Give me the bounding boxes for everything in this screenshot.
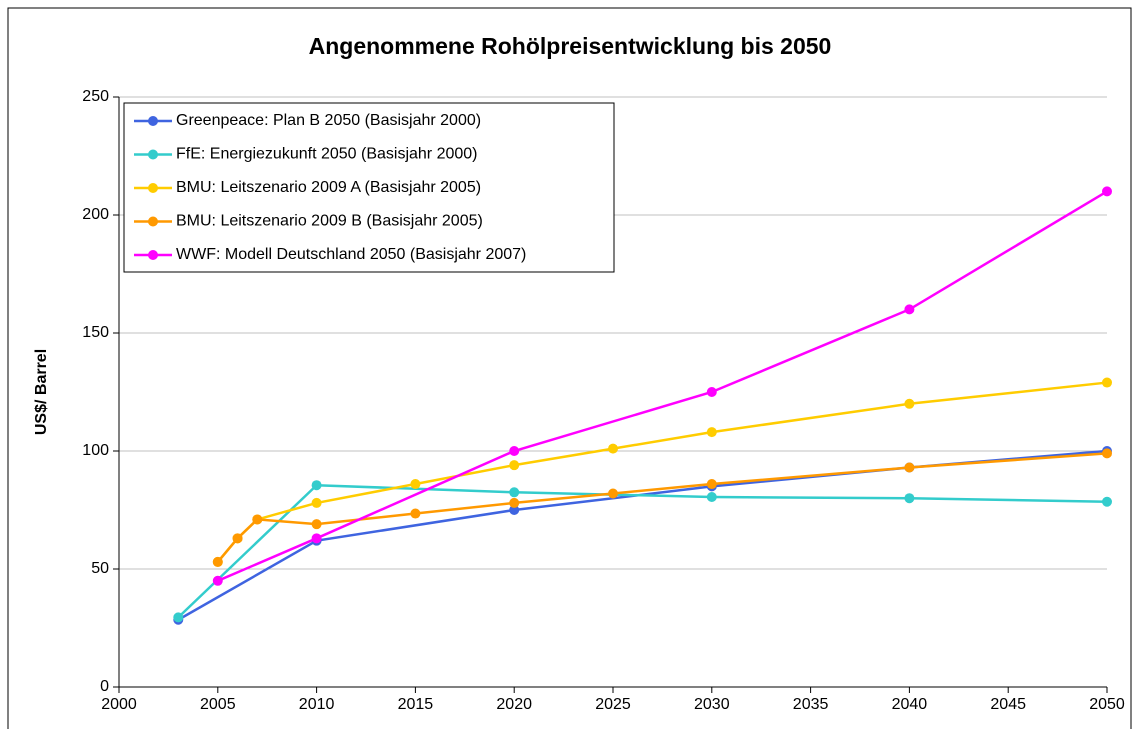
legend-box — [123, 102, 615, 273]
data-point — [1102, 496, 1112, 507]
data-point — [410, 479, 421, 490]
data-point — [706, 427, 717, 438]
y-tick-label: 0 — [100, 678, 109, 695]
data-point — [232, 533, 243, 544]
x-tick-label: 2020 — [496, 696, 532, 713]
x-tick-label: 2040 — [892, 696, 928, 713]
data-point — [608, 488, 618, 499]
data-point — [706, 492, 717, 503]
legend-label: BMU: Leitszenario 2009 A (Basisjahr 2005… — [176, 179, 481, 196]
data-point — [904, 304, 915, 315]
data-point — [311, 533, 322, 544]
y-tick-label: 200 — [82, 206, 109, 223]
chart-title: Angenommene Rohölpreisentwicklung bis 20… — [309, 33, 832, 59]
y-tick-label: 150 — [82, 324, 109, 341]
x-tick-label: 2000 — [101, 696, 137, 713]
data-point — [212, 575, 223, 586]
legend-marker — [148, 183, 158, 193]
data-point — [252, 514, 263, 525]
data-point — [706, 387, 717, 397]
data-point — [509, 497, 520, 508]
data-point — [410, 508, 421, 519]
data-point — [509, 446, 520, 456]
x-tick-label: 2025 — [595, 696, 631, 713]
data-point — [509, 460, 520, 471]
data-point — [706, 479, 717, 490]
data-point — [212, 556, 223, 567]
x-tick-label: 2015 — [398, 696, 434, 713]
y-tick-label: 100 — [82, 442, 109, 459]
x-tick-label: 2050 — [1089, 696, 1125, 713]
y-tick-label: 50 — [91, 560, 109, 577]
data-point — [904, 462, 915, 473]
x-tick-label: 2035 — [793, 696, 829, 713]
data-point — [1102, 377, 1112, 388]
data-point — [509, 487, 520, 498]
y-axis-label: US$/ Barrel — [33, 349, 50, 435]
x-tick-label: 2010 — [299, 696, 335, 713]
data-point — [509, 505, 520, 515]
series-line — [217, 190, 1108, 582]
legend-marker — [148, 216, 158, 227]
data-point — [311, 497, 322, 508]
legend-marker — [148, 149, 158, 160]
legend-label: WWF: Modell Deutschland 2050 (Basisjahr … — [176, 246, 526, 263]
y-tick-label: 250 — [82, 88, 109, 105]
data-point — [311, 519, 322, 530]
legend-label: FfE: Energiezukunft 2050 (Basisjahr 2000… — [176, 146, 478, 163]
legend-label: Greenpeace: Plan B 2050 (Basisjahr 2000) — [176, 112, 481, 129]
data-point — [1102, 448, 1112, 459]
legend-label: BMU: Leitszenario 2009 B (Basisjahr 2005… — [176, 213, 483, 230]
legend-marker — [148, 116, 158, 126]
data-point — [904, 493, 915, 504]
data-point — [904, 398, 915, 409]
x-tick-label: 2030 — [694, 696, 730, 713]
data-point — [311, 480, 322, 491]
legend-marker — [148, 250, 158, 260]
x-tick-label: 2045 — [990, 696, 1026, 713]
series-line — [216, 452, 1108, 563]
data-point — [173, 612, 184, 623]
x-tick-label: 2005 — [200, 696, 236, 713]
data-point — [1102, 186, 1112, 197]
data-point — [608, 443, 618, 454]
